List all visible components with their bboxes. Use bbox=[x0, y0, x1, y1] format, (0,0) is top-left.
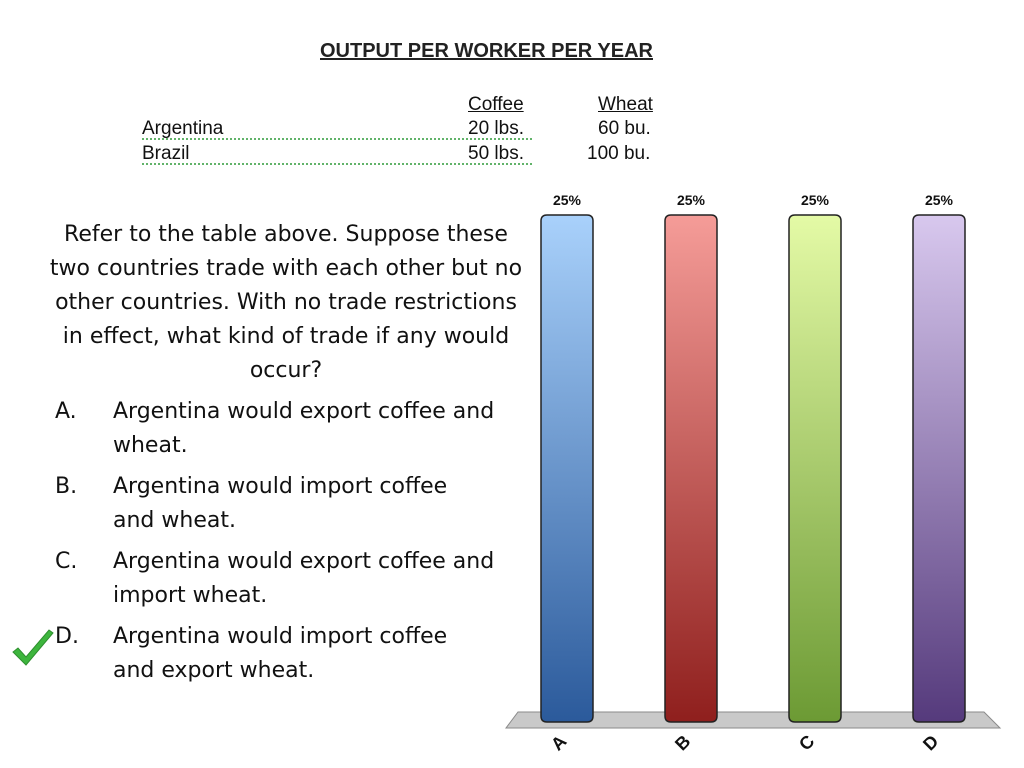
option-b: B. Argentina would import coffee and whe… bbox=[55, 470, 495, 538]
cell-argentina-coffee: 20 lbs. bbox=[468, 118, 524, 139]
category-label-d: D bbox=[919, 731, 942, 754]
category-label-b: B bbox=[671, 731, 694, 754]
option-b-letter: B. bbox=[55, 474, 78, 499]
option-d-letter: D. bbox=[55, 624, 79, 649]
correct-answer-check-icon bbox=[12, 629, 54, 666]
bar-b bbox=[664, 214, 718, 723]
option-a-text: Argentina would export coffee and wheat. bbox=[113, 399, 495, 458]
row-label-argentina: Argentina bbox=[142, 118, 224, 139]
option-c-letter: C. bbox=[55, 549, 78, 574]
data-label-c: 25% bbox=[801, 192, 830, 208]
column-header-coffee: Coffee bbox=[468, 94, 524, 115]
category-label-c: C bbox=[795, 731, 818, 754]
row-label-brazil: Brazil bbox=[142, 143, 190, 164]
row-divider bbox=[142, 163, 532, 165]
data-label-d: 25% bbox=[925, 192, 954, 208]
data-label-a: 25% bbox=[553, 192, 582, 208]
option-c: C. Argentina would export coffee and imp… bbox=[55, 545, 495, 613]
bar-d bbox=[912, 214, 966, 723]
data-label-b: 25% bbox=[677, 192, 706, 208]
cell-brazil-coffee: 50 lbs. bbox=[468, 143, 524, 164]
option-c-text: Argentina would export coffee and import… bbox=[113, 549, 495, 608]
option-d: D. Argentina would import coffee and exp… bbox=[55, 620, 495, 688]
cell-brazil-wheat: 100 bu. bbox=[587, 143, 651, 164]
table-title: OUTPUT PER WORKER PER YEAR bbox=[320, 40, 653, 62]
option-d-text: Argentina would import coffee and export… bbox=[113, 624, 448, 683]
option-a-letter: A. bbox=[55, 399, 77, 424]
option-b-text: Argentina would import coffee and wheat. bbox=[113, 474, 448, 533]
option-a: A. Argentina would export coffee and whe… bbox=[55, 395, 495, 463]
row-divider bbox=[142, 138, 532, 140]
question-text: Refer to the table above. Suppose these … bbox=[49, 222, 523, 383]
bar-a bbox=[540, 214, 594, 723]
category-label-a: A bbox=[547, 731, 570, 754]
column-header-wheat: Wheat bbox=[598, 94, 653, 115]
cell-argentina-wheat: 60 bu. bbox=[598, 118, 651, 139]
bar-c bbox=[788, 214, 842, 723]
